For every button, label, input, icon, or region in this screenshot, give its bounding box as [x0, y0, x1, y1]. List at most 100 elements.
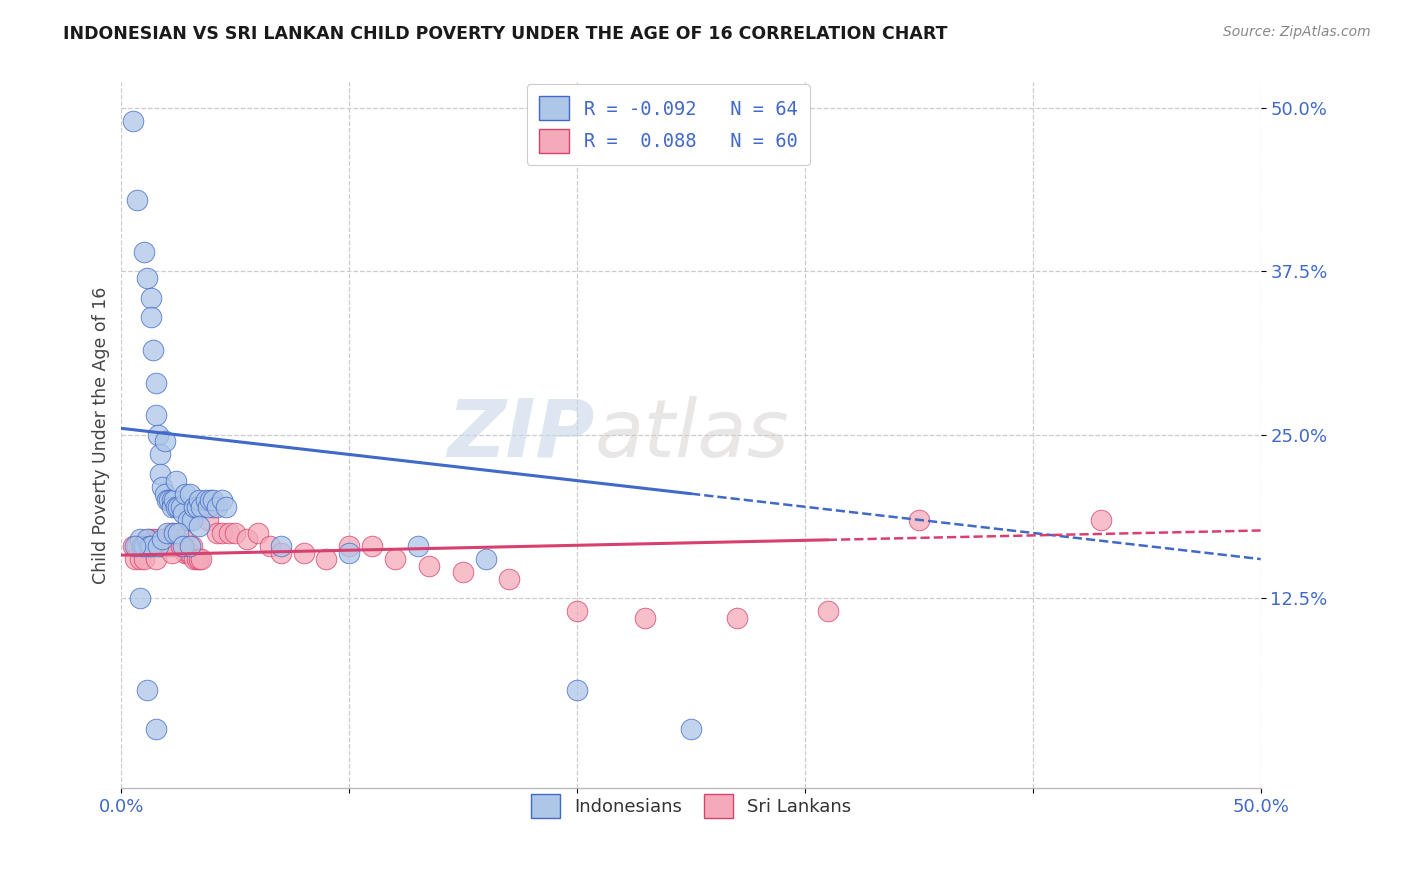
- Point: [183, 500, 205, 514]
- Text: INDONESIAN VS SRI LANKAN CHILD POVERTY UNDER THE AGE OF 16 CORRELATION CHART: INDONESIAN VS SRI LANKAN CHILD POVERTY U…: [63, 25, 948, 43]
- Point: [211, 525, 233, 540]
- Point: [152, 533, 174, 547]
- Point: [183, 552, 205, 566]
- Point: [160, 545, 183, 559]
- Point: [187, 552, 209, 566]
- Point: [145, 539, 167, 553]
- Point: [128, 591, 150, 606]
- Point: [135, 539, 157, 553]
- Point: [156, 493, 179, 508]
- Point: [451, 565, 474, 579]
- Point: [156, 533, 179, 547]
- Point: [135, 682, 157, 697]
- Point: [134, 244, 156, 259]
- Point: [152, 480, 174, 494]
- Point: [127, 539, 149, 553]
- Point: [215, 500, 238, 514]
- Point: [139, 291, 162, 305]
- Point: [127, 193, 149, 207]
- Point: [634, 611, 657, 625]
- Point: [1090, 513, 1112, 527]
- Point: [197, 513, 219, 527]
- Point: [131, 539, 153, 553]
- Point: [165, 500, 187, 514]
- Point: [157, 539, 180, 553]
- Point: [679, 722, 702, 736]
- Point: [167, 533, 190, 547]
- Point: [270, 545, 292, 559]
- Point: [259, 539, 281, 553]
- Point: [179, 539, 201, 553]
- Point: [145, 376, 167, 390]
- Point: [163, 493, 186, 508]
- Point: [181, 539, 204, 553]
- Point: [224, 525, 246, 540]
- Point: [128, 533, 150, 547]
- Point: [361, 539, 384, 553]
- Point: [156, 525, 179, 540]
- Point: [205, 525, 228, 540]
- Point: [165, 474, 187, 488]
- Point: [152, 539, 174, 553]
- Point: [145, 722, 167, 736]
- Text: atlas: atlas: [595, 396, 789, 474]
- Point: [160, 493, 183, 508]
- Point: [235, 533, 257, 547]
- Point: [153, 486, 176, 500]
- Point: [160, 500, 183, 514]
- Point: [134, 539, 156, 553]
- Point: [181, 513, 204, 527]
- Point: [247, 525, 270, 540]
- Point: [218, 525, 240, 540]
- Point: [292, 545, 315, 559]
- Point: [170, 539, 193, 553]
- Point: [186, 552, 208, 566]
- Point: [190, 552, 212, 566]
- Point: [153, 539, 176, 553]
- Point: [565, 604, 588, 618]
- Point: [418, 558, 440, 573]
- Point: [179, 486, 201, 500]
- Point: [163, 539, 186, 553]
- Point: [179, 545, 201, 559]
- Point: [337, 539, 360, 553]
- Point: [138, 533, 160, 547]
- Point: [138, 539, 160, 553]
- Legend: Indonesians, Sri Lankans: Indonesians, Sri Lankans: [523, 787, 859, 825]
- Point: [152, 539, 174, 553]
- Point: [142, 533, 165, 547]
- Point: [174, 486, 197, 500]
- Point: [200, 493, 222, 508]
- Point: [908, 513, 931, 527]
- Point: [139, 539, 162, 553]
- Point: [197, 500, 219, 514]
- Point: [190, 500, 212, 514]
- Point: [139, 539, 162, 553]
- Point: [121, 539, 143, 553]
- Point: [406, 539, 429, 553]
- Point: [176, 513, 198, 527]
- Point: [817, 604, 839, 618]
- Point: [194, 493, 217, 508]
- Point: [475, 552, 498, 566]
- Point: [149, 467, 172, 482]
- Point: [167, 500, 190, 514]
- Point: [145, 409, 167, 423]
- Point: [135, 271, 157, 285]
- Point: [205, 500, 228, 514]
- Point: [167, 525, 190, 540]
- Point: [187, 493, 209, 508]
- Point: [163, 525, 186, 540]
- Point: [146, 539, 169, 553]
- Point: [172, 506, 194, 520]
- Point: [160, 525, 183, 540]
- Point: [337, 545, 360, 559]
- Point: [725, 611, 748, 625]
- Point: [201, 493, 224, 508]
- Point: [498, 572, 520, 586]
- Point: [170, 539, 193, 553]
- Point: [174, 545, 197, 559]
- Point: [384, 552, 406, 566]
- Point: [145, 552, 167, 566]
- Point: [315, 552, 337, 566]
